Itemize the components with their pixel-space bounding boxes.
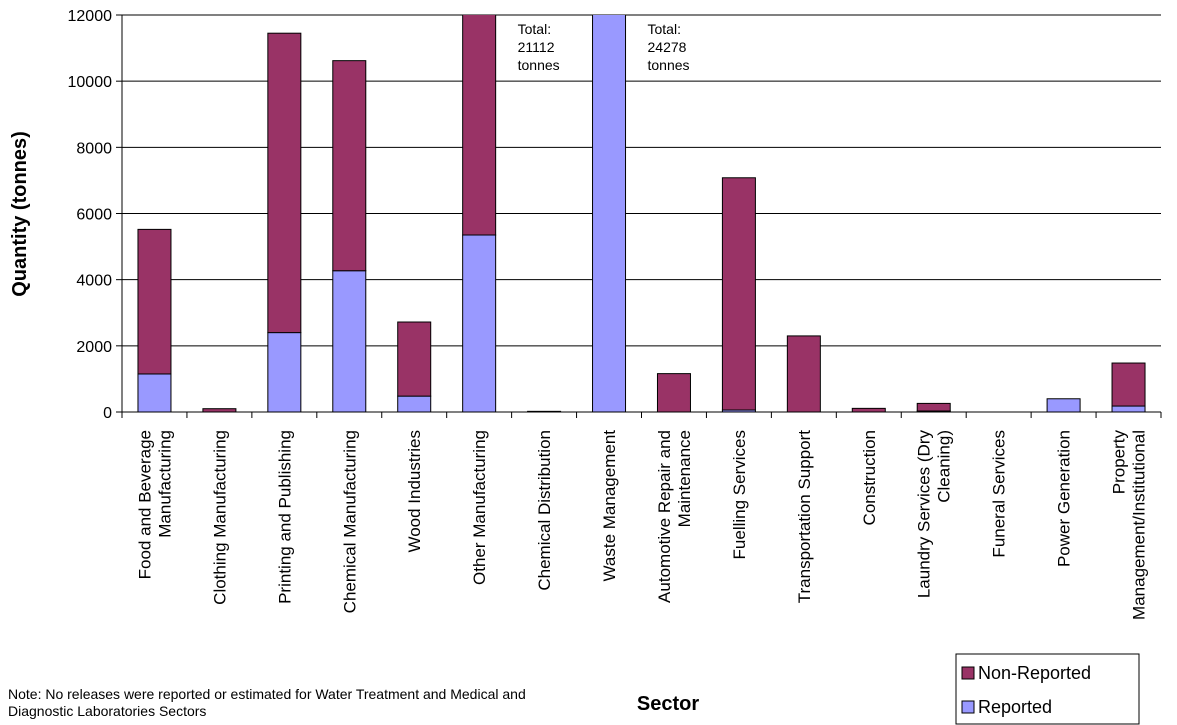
bar-non-reported (397, 321, 432, 397)
x-category-label: Wood Industries (405, 430, 424, 553)
x-category-label: Waste Management (600, 430, 619, 582)
bar-non-reported (202, 408, 237, 412)
bar-reported (592, 15, 627, 412)
annotations: Total: 21112 tonnes Total: 24278 tonnes (518, 21, 690, 73)
total-annotation: Total: (518, 21, 551, 37)
bar-non-reported (267, 32, 302, 334)
bar-reported (332, 270, 367, 412)
bar-non-reported (721, 177, 756, 411)
bar-non-reported (851, 407, 886, 412)
y-tick-label: 0 (103, 405, 112, 422)
total-annotation: Total: (648, 21, 681, 37)
bar-reported (1111, 405, 1146, 412)
bar-non-reported (1111, 362, 1146, 407)
bar-non-reported (332, 60, 367, 272)
y-axis-ticks: 0 2000 4000 6000 8000 10000 12000 (68, 8, 122, 422)
bar-non-reported (786, 335, 821, 412)
bar-non-reported (137, 228, 172, 375)
x-category-label: Construction (860, 430, 879, 525)
y-tick-label: 4000 (76, 273, 112, 290)
legend-label: Non-Reported (978, 663, 1091, 683)
x-category-label: Automotive Repair andMaintenance (655, 430, 694, 603)
x-category-label: Chemical Distribution (535, 430, 554, 591)
bar-non-reported (656, 373, 691, 412)
y-tick-label: 2000 (76, 339, 112, 356)
y-tick-label: 8000 (76, 140, 112, 157)
x-category-label: Clothing Manufacturing (210, 430, 229, 605)
bars (137, 15, 1146, 412)
bar-reported (1046, 398, 1081, 412)
x-category-label: PropertyManagement/Institutional (1110, 430, 1149, 620)
total-annotation: tonnes (518, 57, 560, 73)
x-category-label: Funeral Services (990, 430, 1009, 558)
legend-box (955, 653, 1140, 725)
y-tick-label: 10000 (68, 74, 113, 91)
x-category-label: Laundry Services (DryCleaning) (915, 430, 954, 599)
bar-non-reported (916, 402, 951, 412)
x-category-label: Other Manufacturing (470, 430, 489, 585)
x-category-label: Power Generation (1055, 430, 1074, 567)
total-annotation: 24278 (648, 39, 687, 55)
y-tick-label: 6000 (76, 207, 112, 224)
bar-reported (397, 395, 432, 412)
legend-swatch-non-reported (961, 666, 975, 680)
x-category-label: Fuelling Services (730, 430, 749, 559)
x-category-label: Printing and Publishing (275, 430, 294, 604)
bar-non-reported (462, 15, 497, 236)
total-annotation: 21112 (518, 39, 555, 55)
axes (121, 15, 1162, 418)
x-category-label: Transportation Support (795, 430, 814, 604)
x-axis-title: Sector (637, 693, 699, 715)
y-tick-label: 12000 (68, 8, 113, 25)
x-category-label: Food and BeverageManufacturing (135, 430, 174, 579)
y-axis-title: Quantity (tonnes) (9, 131, 31, 297)
x-category-label: Chemical Manufacturing (340, 430, 359, 613)
total-annotation: tonnes (648, 57, 690, 73)
footnote: Note: No releases were reported or estim… (8, 686, 526, 719)
bar-reported (267, 332, 302, 412)
bar-reported (462, 234, 497, 412)
legend-swatch-reported (961, 700, 975, 714)
legend-label: Reported (978, 697, 1052, 717)
legend: Non-Reported Reported (955, 653, 1140, 725)
category-labels: Food and BeverageManufacturing Clothing M… (135, 430, 1148, 620)
bar-reported (137, 373, 172, 412)
